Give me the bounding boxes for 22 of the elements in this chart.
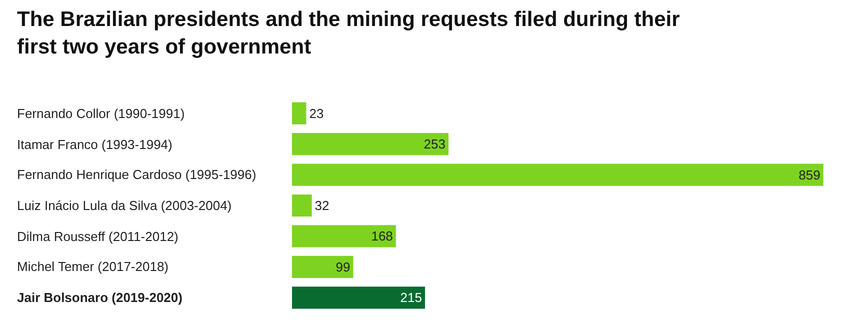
bar: [292, 194, 312, 217]
data-label: 23: [309, 106, 324, 121]
data-label: 99: [336, 259, 350, 274]
data-label: 168: [371, 228, 393, 244]
data-label: 859: [798, 167, 820, 182]
data-label: 215: [400, 290, 422, 306]
bar: [292, 102, 306, 124]
bar: [292, 286, 425, 309]
bar: [292, 164, 824, 186]
bar: [292, 256, 354, 278]
y-tick-label: Michel Temer (2017-2018): [17, 259, 168, 274]
data-label: 253: [424, 136, 446, 152]
y-tick-label: Dilma Rousseff (2011-2012): [17, 229, 178, 244]
y-tick-label: Itamar Franco (1993-1994): [17, 137, 172, 152]
bar: [292, 225, 396, 248]
bar: [292, 133, 448, 156]
y-tick-label: Luiz Inácio Lula da Silva (2003-2004): [17, 198, 232, 213]
y-tick-label: Fernando Henrique Cardoso (1995-1996): [17, 167, 256, 182]
chart-title: The Brazilian presidents and the mining requests filed during their first two years of government: [17, 8, 680, 58]
y-tick-label: Jair Bolsonaro (2019-2020): [17, 290, 182, 305]
y-tick-label: Fernando Collor (1990-1991): [17, 106, 185, 121]
data-label: 32: [314, 198, 330, 213]
